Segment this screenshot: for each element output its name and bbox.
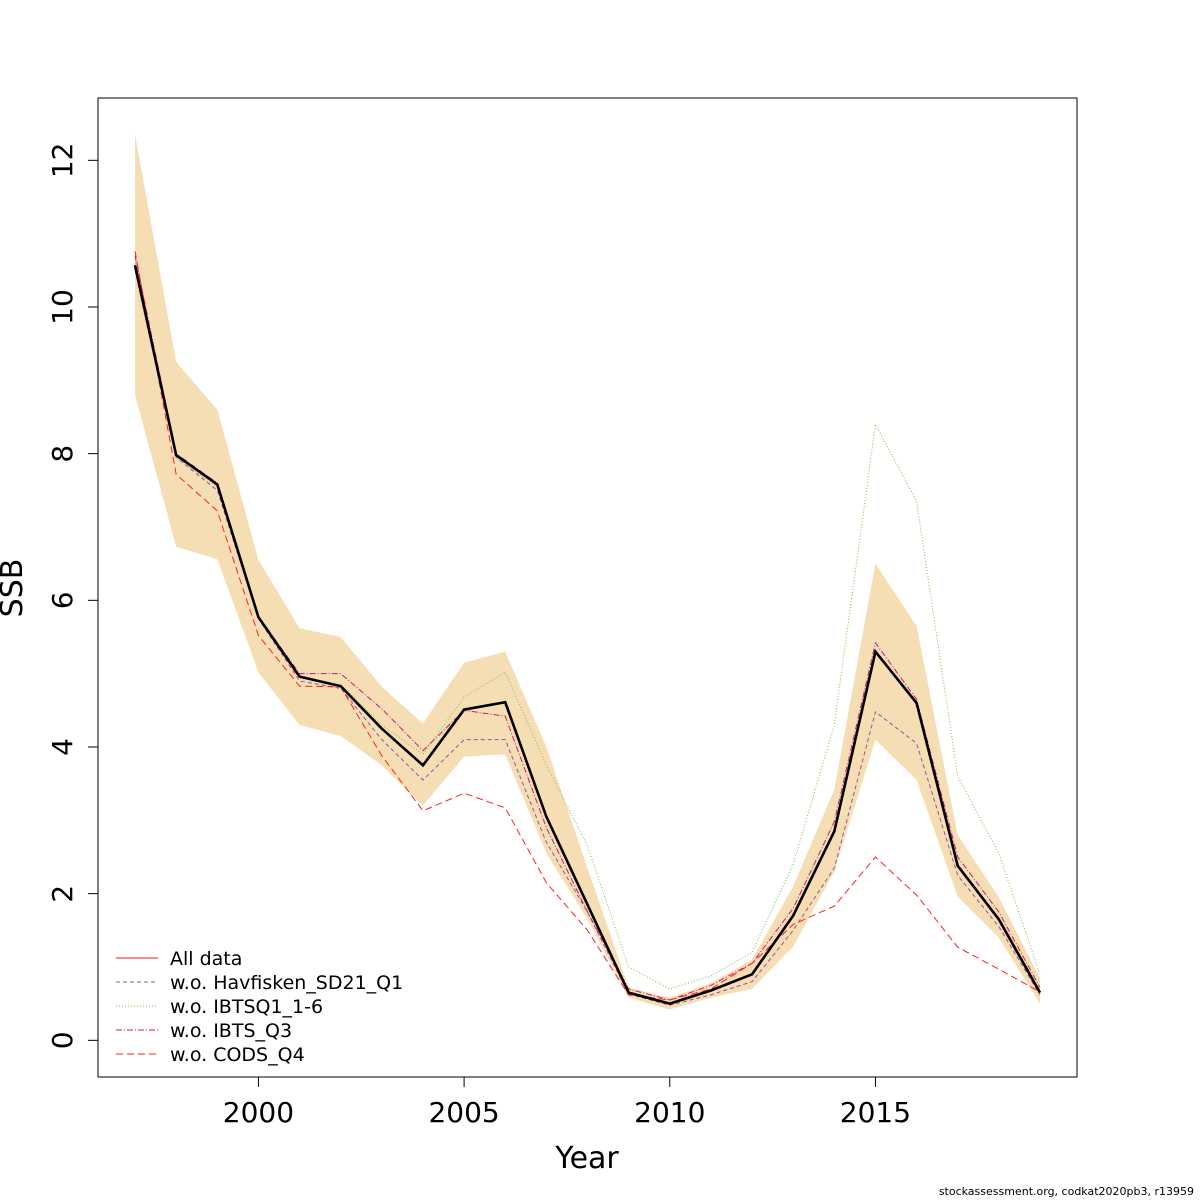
main-estimate-layer xyxy=(133,264,1042,1006)
x-axis: 2000 2005 2010 2015 xyxy=(223,1077,911,1129)
series-line-4 xyxy=(134,251,1041,1001)
x-tick-label: 2005 xyxy=(428,1096,499,1129)
series-line-3 xyxy=(134,255,1041,1001)
x-axis-label: Year xyxy=(554,1141,619,1176)
legend-item: w.o. IBTS_Q3 xyxy=(116,1020,292,1042)
y-axis-label: SSB xyxy=(0,559,30,618)
y-tick-label: 6 xyxy=(46,591,79,609)
legend-item: w.o. CODS_Q4 xyxy=(116,1044,305,1066)
y-axis: 0 2 4 6 8 10 12 xyxy=(46,143,98,1049)
y-tick-label: 0 xyxy=(46,1031,79,1049)
legend-item: w.o. IBTSQ1_1-6 xyxy=(116,996,323,1018)
x-tick-label: 2000 xyxy=(223,1096,294,1129)
y-tick-label: 8 xyxy=(46,445,79,463)
legend-item: w.o. Havfisken_SD21_Q1 xyxy=(116,972,403,994)
series-line-1 xyxy=(134,270,1041,1006)
y-tick-label: 10 xyxy=(46,289,79,325)
legend-label: w.o. IBTS_Q3 xyxy=(170,1020,292,1042)
confidence-band xyxy=(135,134,1040,1010)
main-estimate-line xyxy=(133,264,1042,1006)
x-tick-label: 2015 xyxy=(840,1096,911,1129)
credit-text: stockassessment.org, codkat2020pb3, r139… xyxy=(938,1185,1194,1198)
legend-label: All data xyxy=(170,948,242,970)
confidence-band-layer xyxy=(135,134,1040,1010)
plot-frame xyxy=(97,97,1078,1078)
legend-label: w.o. IBTSQ1_1-6 xyxy=(170,996,323,1018)
x-tick-label: 2010 xyxy=(634,1096,705,1129)
legend-item: All data xyxy=(116,948,242,970)
y-tick-label: 2 xyxy=(46,885,79,903)
legend-label: w.o. CODS_Q4 xyxy=(170,1044,305,1066)
y-tick-label: 4 xyxy=(46,738,79,756)
y-tick-label: 12 xyxy=(46,143,79,179)
legend-label: w.o. Havfisken_SD21_Q1 xyxy=(170,972,403,994)
